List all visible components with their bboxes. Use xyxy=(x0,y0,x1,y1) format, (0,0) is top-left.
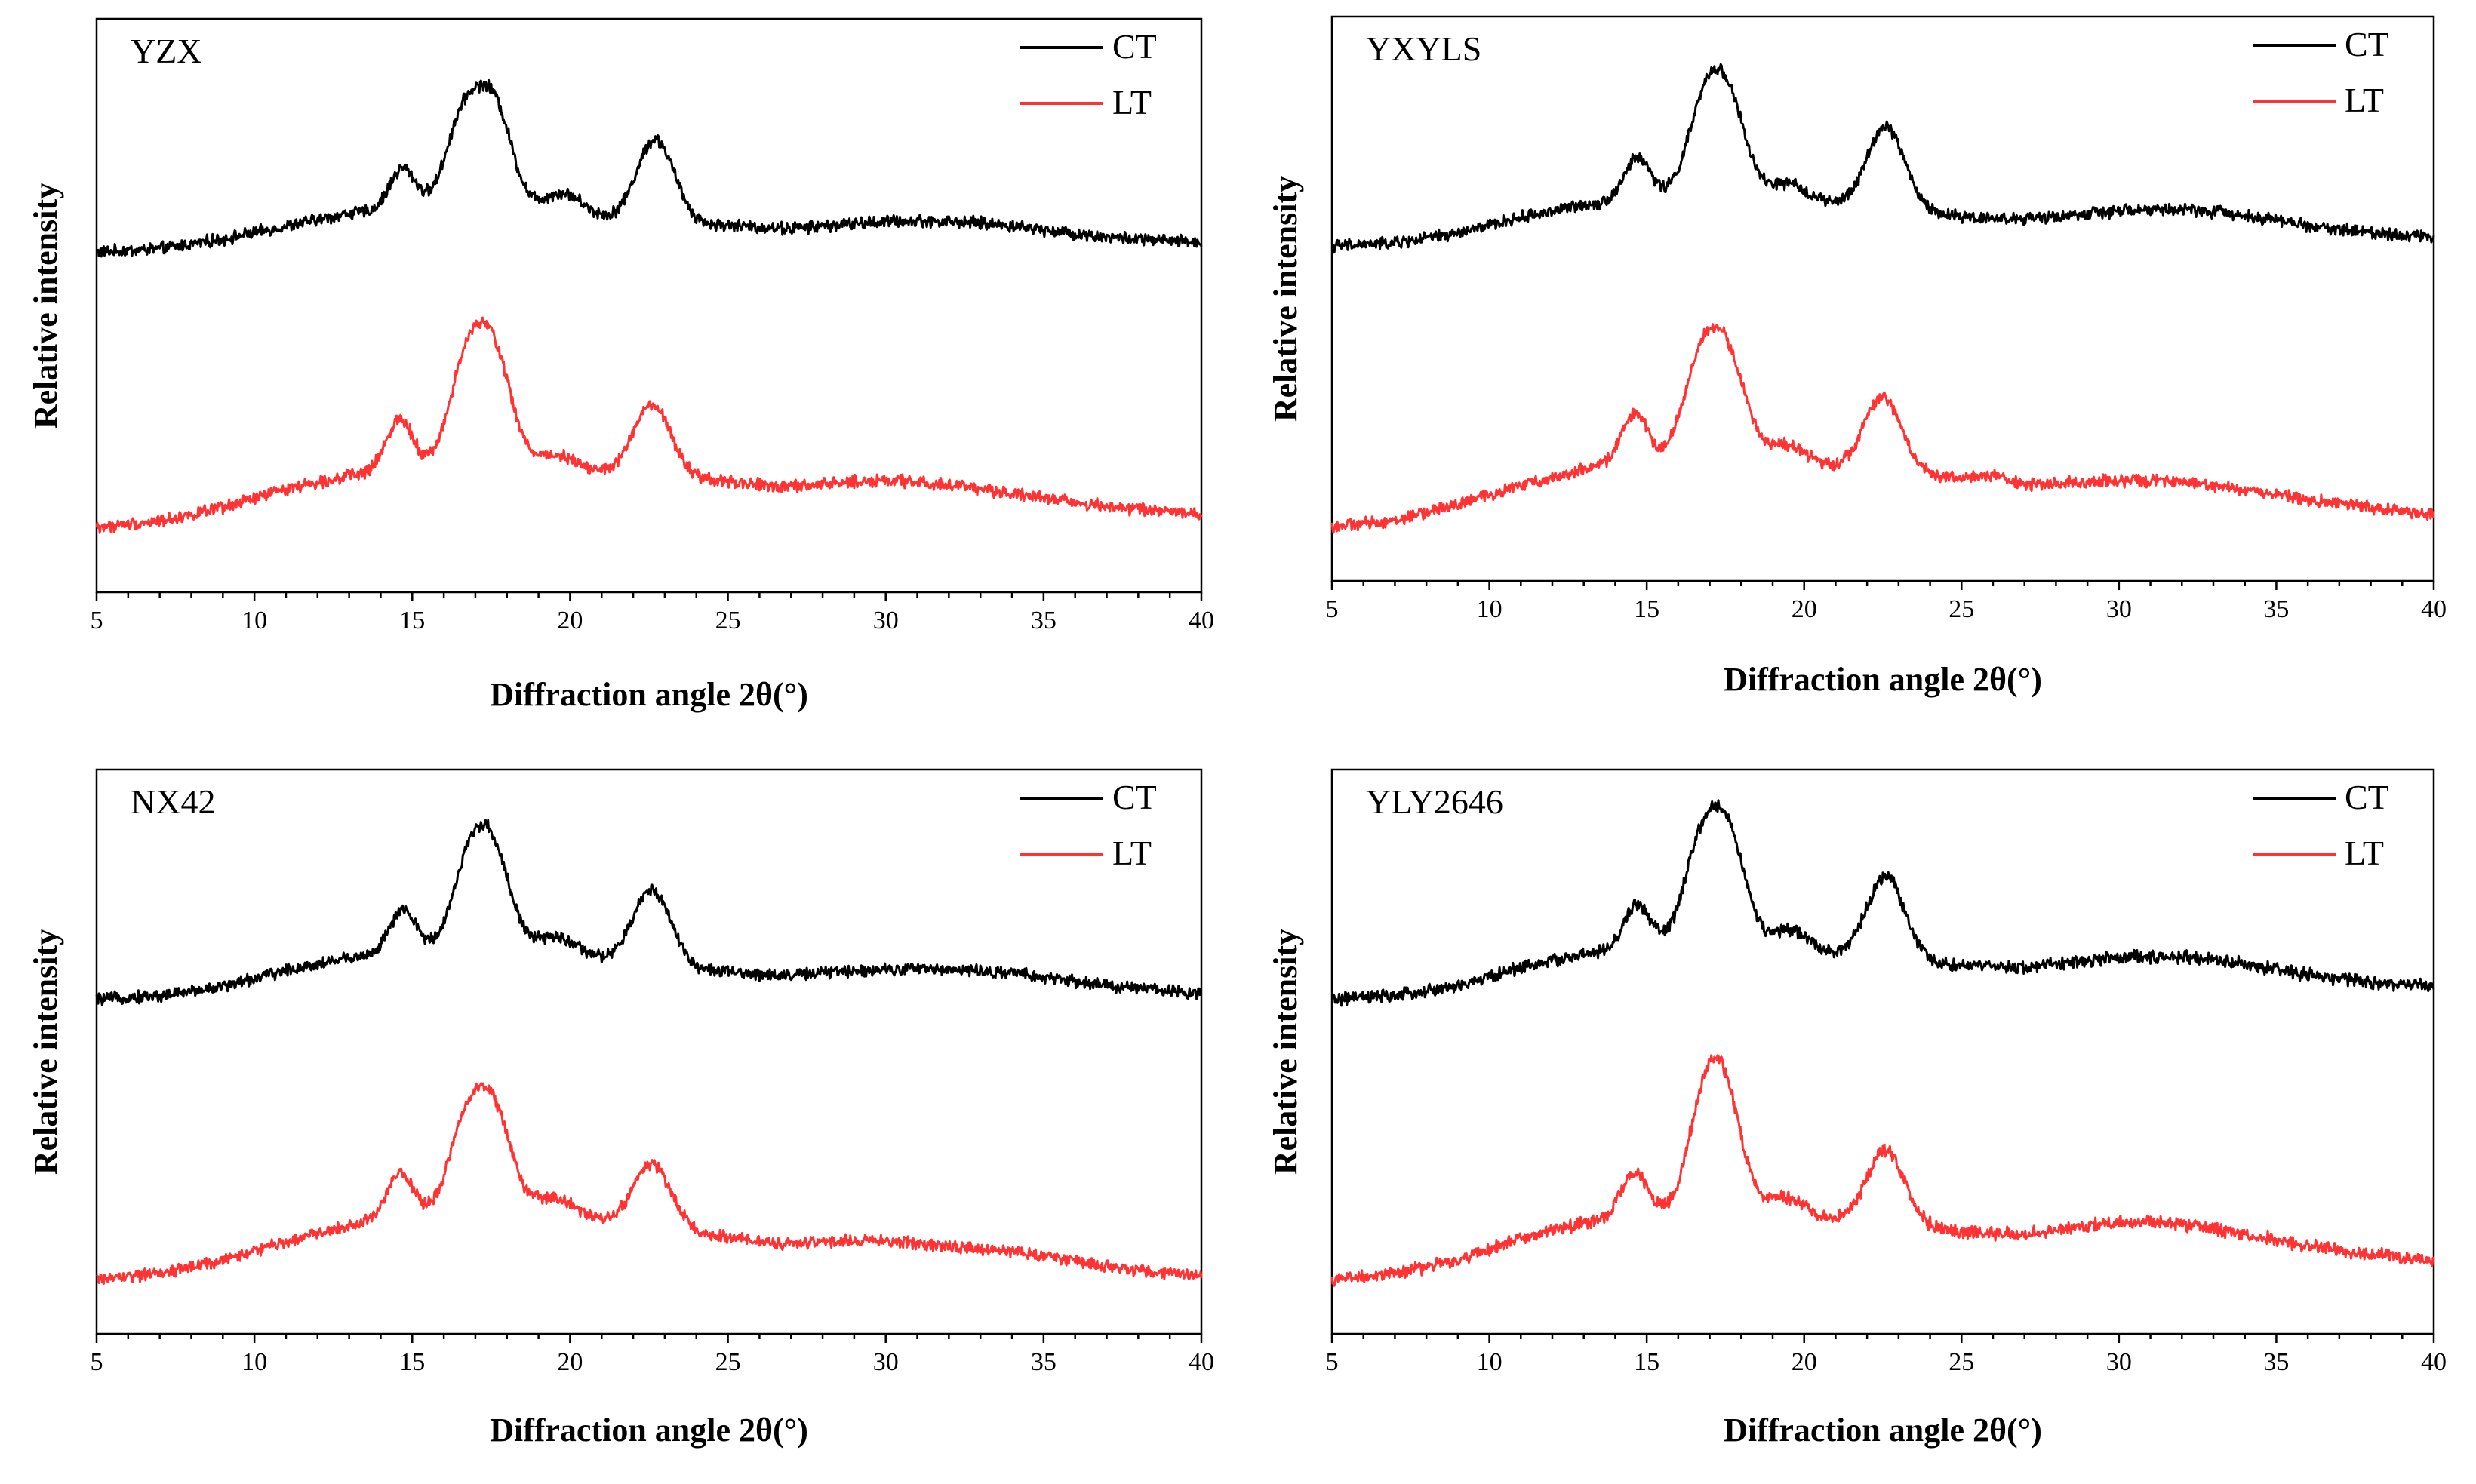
series-lt-line xyxy=(1330,323,2435,534)
plot-frame xyxy=(1330,768,2435,1335)
chart-panel-3: 5 10 15 20 25 30 35 40 Diffraction angle 2θ(°) Re… xyxy=(27,768,1214,1449)
y-axis-title: Relative intensity xyxy=(27,929,64,1175)
x-tick-label: 10 xyxy=(241,607,267,634)
x-tick-label: 25 xyxy=(715,607,741,634)
x-axis-title: Diffraction angle 2θ(°) xyxy=(490,1412,808,1449)
plot-frame xyxy=(1330,15,2435,582)
x-tick-label: 15 xyxy=(1634,1348,1659,1376)
x-tick-label: 30 xyxy=(873,1348,899,1376)
x-tick-label: 40 xyxy=(2421,595,2447,623)
x-tick-label: 25 xyxy=(1949,595,1974,623)
x-tick-label: 20 xyxy=(1792,1348,1817,1376)
x-tick-label: 40 xyxy=(2421,1348,2447,1376)
series-ct-line xyxy=(1331,799,2435,1007)
series-lt-line xyxy=(1330,1054,2435,1287)
chart-panel-2: 5 10 15 20 25 30 35 40 Diffraction angle 2θ(°) Re… xyxy=(1267,15,2447,698)
x-tick-label: 35 xyxy=(1031,607,1057,634)
x-tick-label: 35 xyxy=(1031,1348,1057,1376)
x-tick-label: 15 xyxy=(399,607,425,634)
series-ct-line xyxy=(95,819,1203,1006)
x-tick-label: 40 xyxy=(1189,1348,1214,1376)
chart-panel-4: 5 10 15 20 25 30 35 40 Diffraction angle 2θ(°) Re… xyxy=(1267,768,2447,1449)
y-axis-title: Relative intensity xyxy=(1267,176,1304,422)
legend-label-lt: LT xyxy=(2345,834,2384,872)
y-axis-title: Relative intensity xyxy=(1267,929,1304,1175)
plot-frame xyxy=(95,768,1203,1335)
x-tick-label: 15 xyxy=(1634,595,1659,623)
x-axis-title: Diffraction angle 2θ(°) xyxy=(1724,661,2042,698)
legend-label-lt: LT xyxy=(2345,81,2384,119)
x-tick-label: 30 xyxy=(873,607,899,634)
x-tick-label: 20 xyxy=(1792,595,1817,623)
x-tick-label: 20 xyxy=(557,1348,583,1376)
x-axis-title: Diffraction angle 2θ(°) xyxy=(490,676,808,713)
x-tick-label: 30 xyxy=(2106,1348,2132,1376)
series-ct-line xyxy=(95,78,1203,258)
y-axis-title: Relative intensity xyxy=(27,183,64,429)
legend-label-lt: LT xyxy=(1112,83,1152,121)
x-tick-label: 40 xyxy=(1189,607,1214,634)
series-lt-line xyxy=(95,316,1203,534)
x-tick-label: 10 xyxy=(241,1348,267,1376)
plot-frame xyxy=(95,17,1203,594)
x-tick-label: 10 xyxy=(1477,595,1503,623)
panel-label: YXYLS xyxy=(1366,29,1481,68)
x-tick-label: 30 xyxy=(2106,595,2132,623)
x-tick-label: 5 xyxy=(91,1348,103,1376)
legend-label-ct: CT xyxy=(2345,778,2389,816)
x-tick-label: 35 xyxy=(2263,1348,2289,1376)
x-tick-label: 20 xyxy=(557,607,583,634)
x-tick-label: 35 xyxy=(2263,595,2289,623)
x-tick-label: 10 xyxy=(1477,1348,1503,1376)
legend-label-ct: CT xyxy=(1112,778,1157,816)
x-tick-label: 5 xyxy=(1326,595,1339,623)
legend-label-lt: LT xyxy=(1112,834,1152,872)
chart-panel-1: 5 10 15 20 25 30 35 40 Diffraction angle 2θ(°) Re… xyxy=(27,17,1214,713)
panel-label: YZX xyxy=(131,32,202,70)
panel-label: NX42 xyxy=(131,782,215,821)
panel-label: YLY2646 xyxy=(1366,782,1503,821)
x-tick-label: 15 xyxy=(399,1348,425,1376)
legend-label-ct: CT xyxy=(1112,27,1157,66)
x-tick-label: 5 xyxy=(1326,1348,1339,1376)
legend-label-ct: CT xyxy=(2345,25,2389,63)
series-ct-line xyxy=(1330,63,2435,254)
x-tick-label: 25 xyxy=(1949,1348,1974,1376)
x-tick-label: 5 xyxy=(91,607,103,634)
series-lt-line xyxy=(96,1082,1203,1286)
x-axis-title: Diffraction angle 2θ(°) xyxy=(1724,1412,2042,1449)
x-tick-label: 25 xyxy=(715,1348,741,1376)
